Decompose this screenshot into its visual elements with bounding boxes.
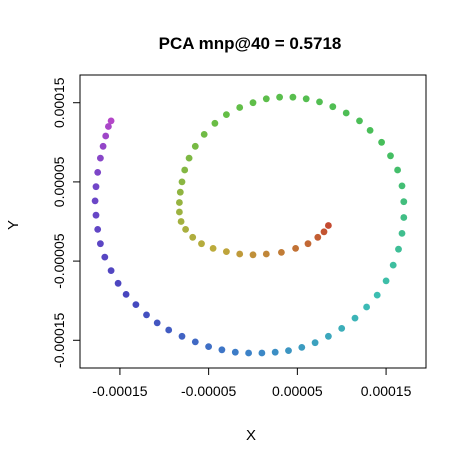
data-point	[107, 117, 115, 125]
data-point	[325, 222, 332, 229]
y-tick-label: -0.00015	[51, 312, 67, 367]
data-point	[107, 267, 115, 274]
data-point	[356, 117, 363, 125]
y-axis-label: Y	[5, 220, 22, 230]
data-point	[262, 250, 270, 258]
data-point	[97, 240, 104, 248]
data-point	[236, 104, 244, 111]
data-point	[342, 109, 350, 117]
data-point	[398, 182, 406, 190]
x-axis-label: X	[246, 427, 256, 444]
x-tick-label: 0.00005	[272, 383, 323, 399]
data-point	[249, 99, 257, 107]
x-axis-ticks: -0.00015 -0.00005 0.00005 0.00015	[92, 368, 412, 399]
data-point	[394, 166, 401, 174]
data-point	[114, 279, 122, 287]
data-point	[236, 250, 244, 258]
y-tick-label: 0.00005	[51, 156, 67, 207]
data-points	[91, 93, 408, 357]
y-tick-label: 0.00015	[51, 77, 67, 128]
x-tick-label: -0.00005	[181, 383, 236, 399]
data-point	[316, 98, 323, 106]
data-point	[223, 111, 230, 118]
data-point	[400, 198, 408, 206]
data-point	[209, 245, 217, 252]
data-point	[276, 93, 283, 101]
data-point	[178, 178, 186, 186]
data-point	[177, 218, 185, 225]
data-point	[205, 343, 213, 350]
data-point	[198, 240, 205, 248]
data-point	[363, 303, 370, 311]
data-point	[102, 132, 110, 140]
data-point	[191, 338, 199, 346]
data-point	[176, 208, 183, 216]
data-point	[314, 233, 322, 241]
data-point	[292, 245, 299, 252]
data-point	[387, 152, 394, 160]
data-point	[382, 277, 390, 285]
data-point	[91, 197, 99, 205]
data-point	[143, 311, 150, 319]
data-point	[97, 154, 104, 162]
data-point	[94, 169, 102, 176]
data-point	[325, 332, 332, 340]
data-point	[105, 123, 112, 130]
y-tick-label: -0.00005	[51, 233, 67, 288]
data-point	[302, 95, 310, 103]
data-point	[289, 93, 297, 101]
data-point	[298, 344, 306, 351]
data-point	[389, 261, 397, 269]
data-point	[398, 230, 406, 237]
data-point	[378, 138, 385, 146]
data-point	[176, 199, 183, 206]
data-point	[191, 142, 199, 150]
data-point	[218, 346, 226, 354]
data-point	[395, 245, 402, 253]
data-point	[200, 131, 208, 138]
data-point	[249, 251, 257, 259]
data-point	[245, 349, 253, 357]
data-point	[351, 314, 359, 322]
data-point	[373, 291, 381, 299]
data-point	[122, 291, 130, 298]
data-point	[271, 348, 279, 356]
x-tick-label: -0.00015	[92, 383, 147, 399]
data-point	[338, 325, 346, 332]
data-point	[231, 348, 239, 356]
data-point	[285, 347, 292, 354]
data-point	[189, 233, 197, 241]
data-point	[182, 226, 190, 233]
data-point	[223, 248, 230, 256]
plot-frame	[79, 74, 427, 369]
data-point	[181, 166, 189, 174]
data-point	[320, 228, 328, 236]
x-tick-label: 0.00015	[361, 383, 412, 399]
data-point	[311, 339, 319, 347]
data-point	[153, 319, 161, 327]
data-point	[178, 332, 186, 340]
data-point	[258, 349, 266, 357]
data-point	[92, 183, 100, 191]
data-point	[101, 253, 109, 261]
data-point	[304, 240, 312, 248]
data-point	[211, 119, 219, 127]
data-point	[92, 211, 100, 219]
data-point	[99, 142, 107, 150]
data-point	[165, 326, 173, 334]
data-point	[400, 214, 408, 221]
data-point	[278, 249, 285, 256]
data-point	[132, 301, 140, 308]
y-axis-ticks: -0.00015 -0.00005 0.00005 0.00015	[51, 77, 80, 368]
data-point	[366, 126, 374, 134]
data-point	[176, 188, 184, 196]
data-point	[185, 154, 193, 162]
data-point	[94, 226, 102, 233]
data-point	[329, 103, 337, 111]
data-point	[262, 95, 270, 103]
chart-title: PCA mnp@40 = 0.5718	[159, 34, 342, 53]
